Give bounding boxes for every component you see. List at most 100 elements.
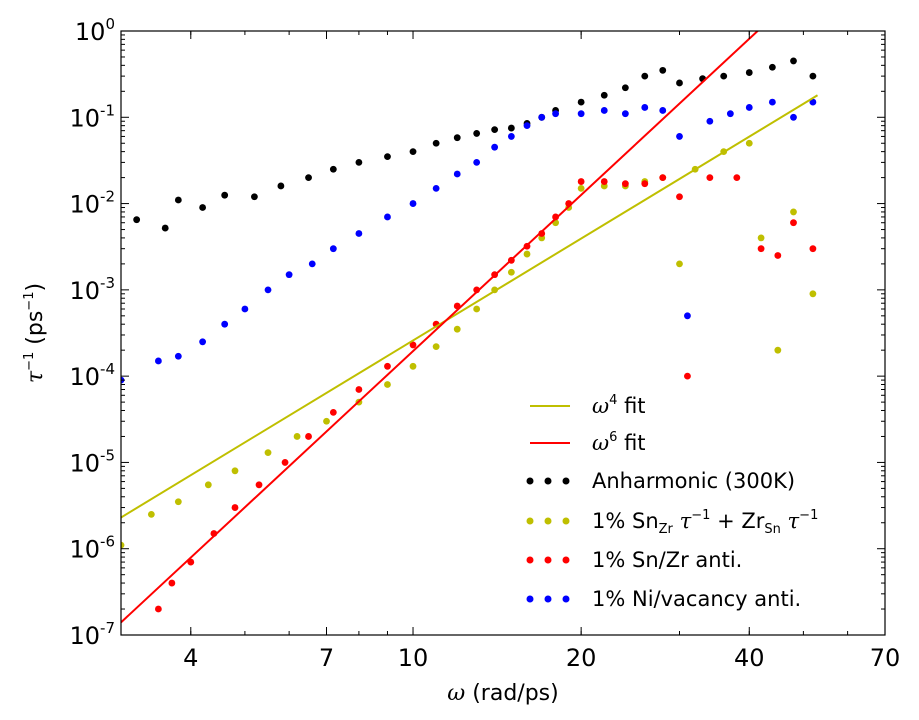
data-layer [121,31,819,624]
point-1-sn-zr-zr-sn [774,346,782,354]
point-1-sn-zr-anti [281,459,289,466]
point-1-sn-zr-anti [154,605,162,613]
y-tick-label: 10-1 [69,101,115,132]
point-1-ni-vacancy-anti [409,200,417,207]
point-anharmonic-300k [676,79,683,87]
legend-label-nivac: 1% Ni/vacancy anti. [592,587,801,611]
point-1-sn-zr-anti [733,174,741,182]
point-anharmonic-300k [745,69,753,76]
point-1-sn-zr-anti [231,504,239,511]
point-1-sn-zr-zr-sn [174,498,182,506]
point-1-sn-zr-zr-sn [757,234,765,242]
point-1-ni-vacancy-anti [538,113,546,121]
point-1-sn-zr-anti [600,178,608,185]
point-anharmonic-300k [768,63,776,71]
point-1-sn-zr-zr-sn [293,433,301,440]
point-1-sn-zr-zr-sn [147,510,155,518]
point-1-sn-zr-zr-sn [121,541,125,549]
point-1-sn-zr-anti [790,219,797,227]
point-1-sn-zr-zr-sn [523,250,531,258]
point-1-sn-zr-zr-sn [204,481,212,489]
point-1-sn-zr-anti [168,579,176,587]
point-1-sn-zr-anti [409,341,417,349]
point-1-ni-vacancy-anti [726,110,734,118]
legend-dots-nivac [526,595,570,603]
point-1-ni-vacancy-anti [706,117,714,125]
point-1-sn-zr-zr-sn [676,260,683,268]
point-1-ni-vacancy-anti [552,110,559,118]
point-1-ni-vacancy-anti [453,170,461,178]
point-1-ni-vacancy-anti [308,260,316,268]
point-anharmonic-300k [577,98,585,106]
point-anharmonic-300k [161,224,169,232]
point-1-sn-zr-zr-sn [323,417,330,425]
point-1-ni-vacancy-anti [621,110,629,118]
point-1-sn-zr-anti [255,481,263,489]
point-anharmonic-300k [355,159,363,166]
point-1-ni-vacancy-anti [264,286,272,294]
point-anharmonic-300k [507,124,515,132]
point-anharmonic-300k [432,139,440,147]
point-1-ni-vacancy-anti [641,104,649,111]
y-tick-label: 10-6 [69,533,115,564]
point-anharmonic-300k [809,72,817,80]
point-1-sn-zr-anti [384,362,391,370]
ticks-layer [120,30,886,636]
point-1-ni-vacancy-anti [174,352,182,360]
series-anharmonic-300k [133,57,817,232]
y-tick-label: 10-7 [69,619,115,650]
legend-dots-snzr-anti [526,556,570,564]
point-anharmonic-300k [199,204,207,211]
y-tick-label: 10-4 [69,360,115,391]
y-tick-label: 100 [75,15,115,46]
point-1-ni-vacancy-anti [199,338,207,346]
point-1-sn-zr-zr-sn [264,449,272,456]
point-anharmonic-300k [305,174,312,182]
point-1-ni-vacancy-anti [507,133,515,140]
point-1-sn-zr-zr-sn [473,305,481,313]
legend-label-snzr-anti: 1% Sn/Zr anti. [592,548,742,572]
y-tick-labels: 10-7 10-6 10-5 10-4 10-3 10-2 10-1 100 [69,15,115,650]
point-1-ni-vacancy-anti [221,320,229,328]
point-1-sn-zr-anti [684,372,691,380]
y-axis-title: τ−1 (ps−1) [22,283,48,383]
series-1-ni-vacancy-anti [121,98,817,384]
legend: ω4 fit ω6 fit Anharmonic (300K) 1% SnZr … [526,393,818,611]
point-1-ni-vacancy-anti [577,110,585,118]
legend-dots-snzr [526,517,570,525]
point-anharmonic-300k [720,72,728,80]
point-1-ni-vacancy-anti [523,122,531,130]
legend-label-anharmonic: Anharmonic (300K) [592,469,795,493]
y-tick-label: 10-3 [69,274,115,305]
point-1-ni-vacancy-anti [154,357,162,365]
point-1-sn-zr-zr-sn [432,343,440,350]
point-1-sn-zr-anti [329,409,337,416]
point-1-sn-zr-anti [659,174,667,182]
x-tick-label: 40 [734,644,765,672]
point-1-sn-zr-zr-sn [790,208,797,216]
y-tick-label: 10-5 [69,446,115,477]
point-anharmonic-300k [790,57,797,65]
point-anharmonic-300k [409,148,417,156]
point-1-sn-zr-zr-sn [231,467,239,475]
point-1-sn-zr-anti [552,213,559,221]
point-1-ni-vacancy-anti [491,143,499,151]
point-1-sn-zr-anti [774,252,782,259]
point-anharmonic-300k [600,91,608,99]
point-1-sn-zr-anti [621,180,629,188]
legend-label-omega6: ω6 fit [592,430,646,455]
point-anharmonic-300k [641,72,649,80]
point-1-sn-zr-zr-sn [745,139,753,147]
point-1-sn-zr-anti [641,180,649,188]
point-1-sn-zr-zr-sn [409,362,417,370]
point-anharmonic-300k [277,182,285,190]
point-1-ni-vacancy-anti [684,312,691,320]
point-1-sn-zr-anti [305,433,312,440]
point-1-ni-vacancy-anti [659,107,667,114]
x-tick-label: 10 [398,644,429,672]
point-1-ni-vacancy-anti [329,245,337,253]
point-1-ni-vacancy-anti [473,159,481,166]
point-anharmonic-300k [621,84,629,92]
point-1-sn-zr-zr-sn [453,325,461,333]
